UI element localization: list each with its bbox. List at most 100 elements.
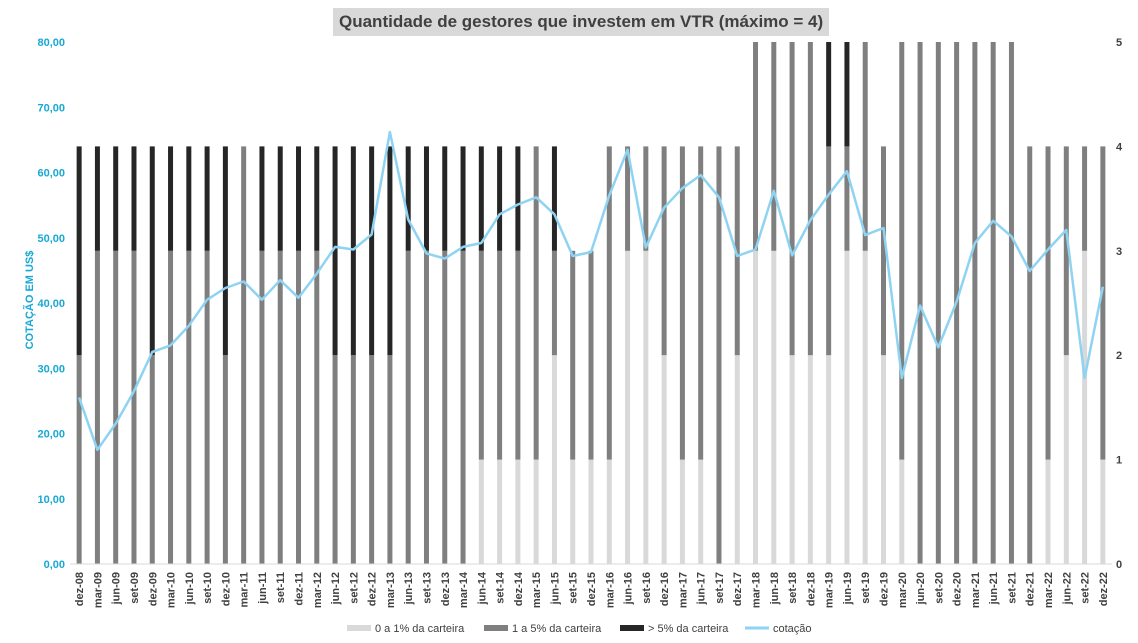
y-tick-label-right: 5 — [1116, 37, 1122, 49]
bar-segment — [478, 146, 484, 251]
bar-segment — [844, 146, 850, 251]
bar-segment — [588, 250, 594, 460]
x-tick-label: set-16 — [641, 572, 653, 604]
bar-segment — [442, 250, 448, 565]
bar-segment — [1100, 146, 1106, 460]
y-axis-left: 0,00 10,00 20,00 30,00 40,00 50,00 60,00 70,00 8… — [37, 37, 65, 571]
y-tick-label-right: 1 — [1116, 455, 1122, 467]
x-tick-label: dez-22 — [1098, 572, 1110, 606]
bar-segment — [734, 355, 740, 564]
bar-segment — [296, 146, 302, 251]
bar-segment — [625, 250, 631, 565]
bar-segment — [478, 459, 484, 564]
x-tick-label: dez-13 — [440, 572, 452, 606]
bar-segment — [314, 146, 320, 251]
bar-segment — [1063, 146, 1069, 356]
x-axis: dez-08 mar-09 jun-09 set-09 dez-09 mar-10 jun-… — [74, 571, 1110, 608]
x-tick-label: set-19 — [860, 572, 872, 604]
x-tick-label: jun-09 — [111, 572, 123, 605]
legend-label: > 5% da carteira — [648, 623, 729, 635]
x-tick-label: mar-16 — [604, 572, 616, 608]
bar-segment — [826, 146, 832, 356]
bar-segment — [862, 250, 868, 565]
y-tick-label-left: 0,00 — [44, 559, 65, 571]
x-tick-label: set-14 — [495, 571, 507, 604]
bar-segment — [588, 459, 594, 564]
bar-segment — [880, 355, 886, 564]
bar-segment — [204, 250, 210, 565]
bar-segment — [94, 250, 100, 565]
legend-label: 0 a 1% da carteira — [375, 623, 465, 635]
bar-segment — [497, 250, 503, 460]
price-line — [77, 130, 1105, 452]
x-tick-label: jun-15 — [549, 572, 561, 605]
bar-segment — [716, 146, 722, 564]
x-tick-label: jun-18 — [769, 572, 781, 605]
x-tick-label: dez-11 — [294, 572, 306, 606]
bar-segment — [1100, 459, 1106, 564]
bar-segment — [807, 355, 813, 564]
x-tick-label: dez-17 — [732, 572, 744, 606]
x-tick-label: jun-20 — [915, 572, 927, 605]
x-tick-label: dez-16 — [659, 572, 671, 606]
bar-segment — [698, 146, 704, 460]
bar-segment — [661, 355, 667, 564]
bar-segment — [880, 146, 886, 356]
x-tick-label: dez-21 — [1025, 572, 1037, 606]
x-tick-label: dez-20 — [952, 572, 964, 606]
y-tick-label-left: 50,00 — [37, 233, 65, 245]
x-tick-label: jun-13 — [403, 572, 415, 605]
bar-segment — [76, 355, 82, 564]
x-tick-label: jun-21 — [988, 572, 1000, 605]
x-tick-label: set-20 — [933, 572, 945, 604]
x-tick-label: mar-22 — [1043, 572, 1055, 608]
bar-segment — [935, 42, 941, 564]
bar-segment — [679, 146, 685, 460]
bar-segment — [899, 459, 905, 564]
y-tick-label-left: 10,00 — [37, 494, 65, 506]
x-tick-label: dez-15 — [586, 572, 598, 606]
x-tick-label: mar-15 — [531, 572, 543, 608]
x-tick-label: jun-14 — [476, 571, 488, 605]
x-tick-label: jun-22 — [1061, 572, 1073, 605]
bar-segment — [917, 42, 923, 564]
bar-segment — [771, 250, 777, 565]
chart-title: Quantidade de gestores que investem em V… — [333, 8, 830, 36]
legend-swatch — [347, 625, 371, 631]
bar-segment — [844, 250, 850, 565]
bar-segment — [277, 250, 283, 565]
bar-segment — [405, 250, 411, 565]
bar-segment — [826, 42, 832, 147]
x-tick-label: mar-10 — [166, 572, 178, 608]
bar-segment — [826, 355, 832, 564]
bar-segment — [332, 146, 338, 356]
bar-segment — [387, 355, 393, 564]
bar-segment — [423, 250, 429, 565]
bar-segment — [332, 355, 338, 564]
bar-segment — [844, 42, 850, 147]
x-tick-label: dez-09 — [147, 572, 159, 606]
bar-segment — [570, 250, 576, 460]
y-tick-label-left: 40,00 — [37, 298, 65, 310]
bar-segment — [259, 146, 265, 251]
bar-segment — [259, 250, 265, 565]
bar-segment — [753, 42, 759, 251]
bar-segment — [442, 146, 448, 251]
bar-segment — [862, 42, 868, 251]
legend-label: 1 a 5% da carteira — [512, 623, 602, 635]
x-tick-label: set-09 — [129, 572, 141, 604]
bar-segment — [515, 459, 521, 564]
x-tick-label: mar-20 — [897, 572, 909, 608]
bar-segment — [387, 146, 393, 356]
y-tick-label-left: 30,00 — [37, 363, 65, 375]
x-tick-label: set-22 — [1080, 572, 1092, 604]
bar-segment — [551, 355, 557, 564]
x-tick-label: set-15 — [568, 572, 580, 604]
bar-segment — [149, 146, 155, 356]
y-tick-label-left: 20,00 — [37, 429, 65, 441]
bar-segment — [1082, 146, 1088, 251]
bar-segment — [296, 250, 302, 565]
bar-segment — [661, 146, 667, 356]
bar-segment — [1045, 146, 1051, 460]
bar-segment — [478, 250, 484, 460]
